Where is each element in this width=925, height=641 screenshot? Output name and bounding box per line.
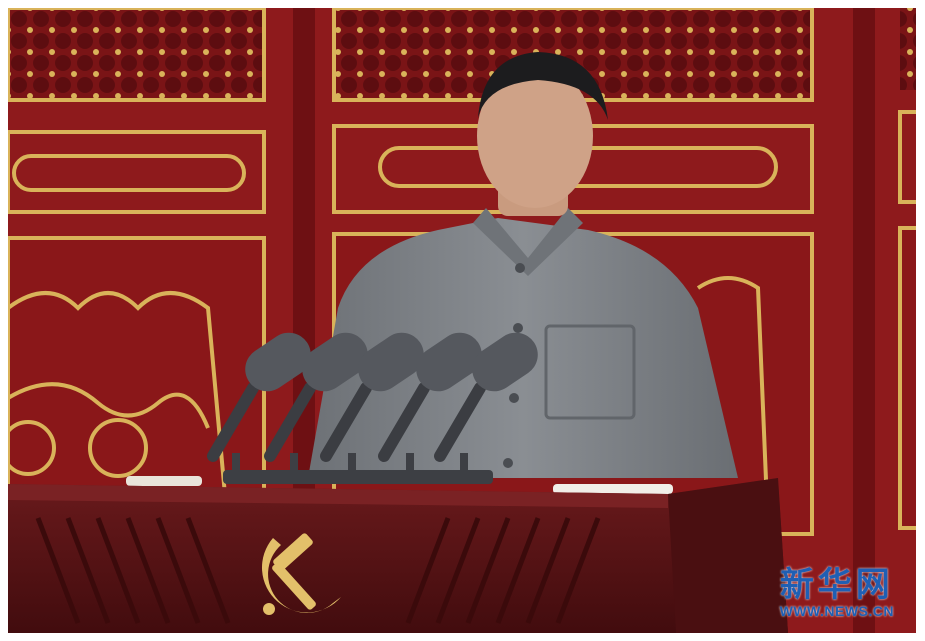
gold-rail-left [8, 130, 266, 214]
jacket-button [515, 263, 525, 273]
jacket-pocket [544, 324, 636, 420]
microphone [378, 332, 482, 475]
microphone [207, 332, 311, 475]
microphone [320, 332, 424, 475]
jacket-collar [473, 208, 583, 276]
microphone-bar [223, 470, 493, 484]
microphone-array [207, 332, 538, 484]
podium [8, 478, 788, 633]
gold-rail-right [898, 110, 916, 204]
head [477, 64, 593, 208]
photo-scene [8, 8, 916, 633]
hair [478, 52, 608, 120]
hammer-sickle-emblem [261, 533, 341, 615]
podium-carving-left [35, 517, 231, 624]
photo: 新华网 WWW.NEWS.CN [8, 8, 916, 633]
microphone [434, 332, 538, 475]
watermark-logo-text: 新华网 [779, 565, 894, 605]
watermark-url: WWW.NEWS.CN [779, 603, 894, 619]
jacket-button [513, 323, 523, 333]
microphone [264, 332, 368, 475]
podium-papers [126, 476, 673, 494]
door-panel-right [898, 226, 916, 530]
lattice-window-left [8, 8, 266, 102]
jacket-button [509, 393, 519, 403]
watermark: 新华网 WWW.NEWS.CN [780, 567, 894, 619]
podium-carving-right [405, 517, 601, 624]
lattice-window-right [900, 8, 916, 90]
jacket-button [503, 458, 513, 468]
